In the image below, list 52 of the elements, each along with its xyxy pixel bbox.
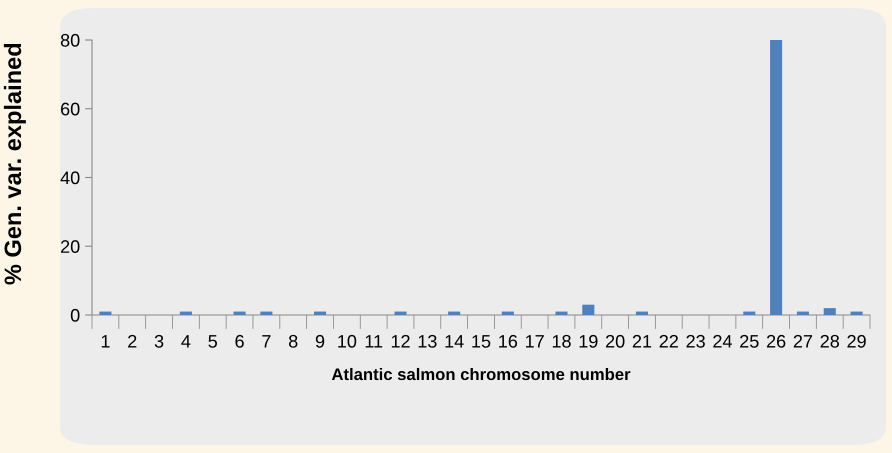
x-tick-label: 7 [262,335,270,348]
bar [850,312,863,315]
y-tick-label: 20 [61,240,80,253]
x-tick-label: 21 [632,334,652,348]
bar [636,312,648,315]
bar [796,312,809,315]
x-tick-label: 25 [740,334,759,348]
bar [394,312,407,315]
y-axis-title: % Gen. var. explained [4,44,26,285]
x-tick-label: 27 [794,334,812,348]
x-tick-label: 19 [580,334,598,348]
x-tick-label: 18 [552,334,571,348]
x-tick-label: 1 [102,335,110,348]
x-tick-label: 13 [418,334,437,348]
x-tick-label: 26 [766,334,786,348]
x-tick-label: 12 [392,334,410,348]
bar [555,312,568,315]
bar [770,40,782,315]
x-tick-label: 3 [154,334,164,348]
x-tick-label: 22 [660,334,678,348]
x-tick-label: 6 [235,334,244,348]
bar [234,312,246,315]
bar [824,308,836,315]
x-tick-label: 9 [316,334,324,348]
x-tick-label: 17 [526,335,544,348]
x-tick-label: 29 [847,334,866,348]
x-tick-label: 5 [208,335,217,348]
x-tick-label: 14 [446,335,464,348]
x-tick-label: 15 [472,335,490,348]
x-tick-label: 24 [713,334,732,348]
y-tick-label: 80 [60,34,80,47]
x-tick-label: 20 [606,334,624,348]
y-tick-label: 0 [70,308,80,322]
bar [448,312,460,315]
y-tick-label: 40 [60,171,80,184]
bar [180,312,192,315]
y-tick-label: 60 [61,102,80,116]
x-tick-label: 16 [499,334,518,348]
x-axis-title: Atlantic salmon chromosome number [332,368,630,380]
x-tick-label: 4 [181,335,190,348]
bar [99,312,112,315]
bar [743,312,756,315]
x-tick-label: 10 [338,334,356,348]
x-tick-label: 2 [128,334,136,348]
x-tick-label: 28 [820,334,840,348]
bar [260,312,272,315]
x-tick-label: 23 [686,334,705,348]
x-tick-label: 11 [366,335,382,348]
bar [502,312,514,315]
bar [582,304,594,315]
bar [314,312,326,315]
x-tick-label: 8 [288,334,298,348]
